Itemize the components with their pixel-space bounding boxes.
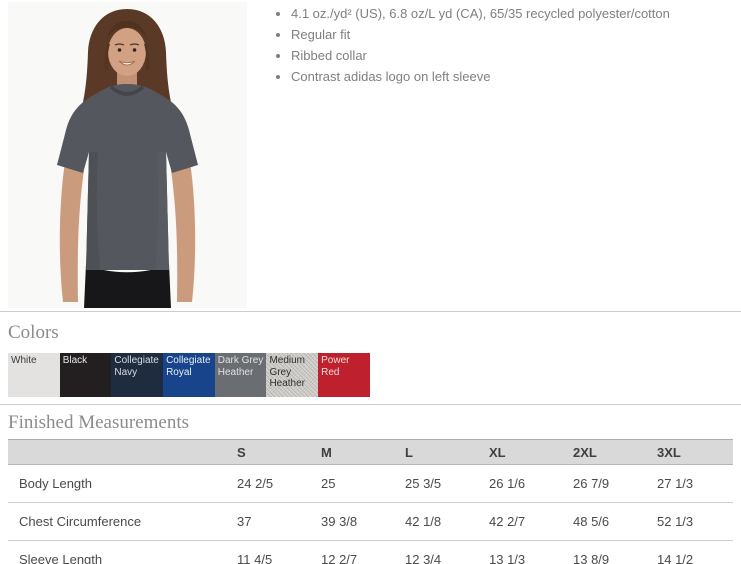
color-swatch-label: Power Red: [321, 355, 350, 378]
finished-measurements-table: S M L XL 2XL 3XL Body Length 24 2/5 25 2…: [8, 439, 733, 564]
product-photo[interactable]: [8, 2, 247, 308]
feature-item: Contrast adidas logo on left sleeve: [291, 69, 670, 85]
color-swatch-label: Dark Grey Heather: [217, 355, 264, 378]
measurement-value: 14 1/2: [649, 540, 733, 564]
measurement-value: 11 4/5: [229, 540, 313, 564]
color-swatch-collegiate-navy[interactable]: Collegiate Navy: [111, 353, 164, 397]
measurement-value: 48 5/6: [565, 502, 649, 541]
measurement-value: 13 8/9: [565, 540, 649, 564]
color-swatch-power-red[interactable]: Power Red: [318, 353, 370, 397]
color-swatch-label: Collegiate Royal: [166, 355, 211, 378]
feature-item: Regular fit: [291, 27, 670, 43]
size-header-empty: [8, 439, 229, 465]
color-swatch-label: White: [11, 355, 37, 366]
measurement-value: 24 2/5: [229, 464, 313, 503]
table-row-chest-circumference: Chest Circumference 37 39 3/8 42 1/8 42 …: [8, 502, 733, 541]
measurement-value: 37: [229, 502, 313, 541]
measurement-value: 12 3/4: [397, 540, 481, 564]
color-swatch-white[interactable]: White: [8, 353, 60, 397]
feature-item: Ribbed collar: [291, 48, 670, 64]
size-header-xl: XL: [481, 439, 565, 465]
color-swatch-dark-grey-heather[interactable]: Dark Grey Heather: [214, 353, 267, 397]
measurement-value: 52 1/3: [649, 502, 733, 541]
product-overview: 4.1 oz./yd² (US), 6.8 oz/L yd (CA), 65/3…: [0, 0, 741, 308]
color-swatch-label: Black: [62, 355, 88, 366]
measurement-value: 12 2/7: [313, 540, 397, 564]
feature-item: 4.1 oz./yd² (US), 6.8 oz/L yd (CA), 65/3…: [291, 6, 670, 22]
measurement-value: 26 7/9: [565, 464, 649, 503]
row-label: Chest Circumference: [8, 502, 229, 541]
table-row-sleeve-length: Sleeve Length 11 4/5 12 2/7 12 3/4 13 1/…: [8, 540, 733, 564]
color-swatch-label: Medium Grey Heather: [269, 355, 306, 389]
color-swatch-row: White Black Collegiate Navy Collegiate R…: [8, 353, 741, 397]
size-header-2xl: 2XL: [565, 439, 649, 465]
measurement-value: 13 1/3: [481, 540, 565, 564]
table-row-body-length: Body Length 24 2/5 25 25 3/5 26 1/6 26 7…: [8, 464, 733, 503]
measurement-value: 42 2/7: [481, 502, 565, 541]
measurement-value: 25 3/5: [397, 464, 481, 503]
size-header-row: S M L XL 2XL 3XL: [8, 439, 733, 465]
section-divider: [0, 311, 741, 312]
colors-section-title: Colors: [8, 322, 59, 343]
color-swatch-black[interactable]: Black: [59, 353, 112, 397]
product-feature-list: 4.1 oz./yd² (US), 6.8 oz/L yd (CA), 65/3…: [271, 6, 670, 90]
measurement-value: 42 1/8: [397, 502, 481, 541]
model-photo-illustration: [8, 2, 247, 308]
color-swatch-medium-grey-heather[interactable]: Medium Grey Heather: [266, 353, 318, 397]
size-header-3xl: 3XL: [649, 439, 733, 465]
size-header-l: L: [397, 439, 481, 465]
row-label: Body Length: [8, 464, 229, 503]
measurement-value: 25: [313, 464, 397, 503]
measurement-value: 26 1/6: [481, 464, 565, 503]
color-swatch-label: Collegiate Navy: [114, 355, 159, 378]
size-header-m: M: [313, 439, 397, 465]
color-swatch-collegiate-royal[interactable]: Collegiate Royal: [163, 353, 215, 397]
measurement-value: 27 1/3: [649, 464, 733, 503]
section-divider: [0, 404, 741, 405]
measurements-section-title: Finished Measurements: [8, 412, 190, 433]
measurement-value: 39 3/8: [313, 502, 397, 541]
row-label: Sleeve Length: [8, 540, 229, 564]
size-header-s: S: [229, 439, 313, 465]
